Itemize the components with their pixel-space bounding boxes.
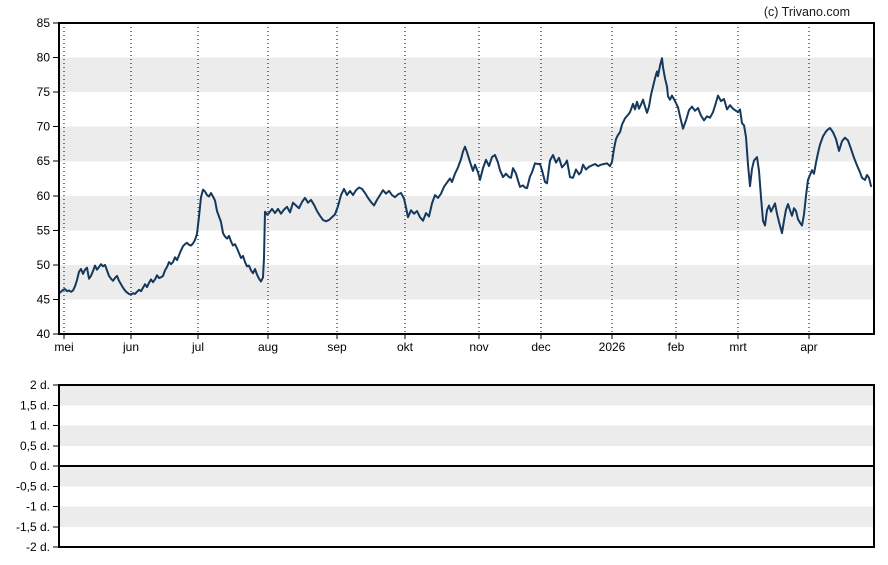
x-tick-label: nov	[469, 340, 488, 354]
y-tick-label: 60	[37, 189, 51, 203]
x-tick-label: 2026	[599, 340, 626, 354]
price-chart: mei jun jul aug sep okt nov dec 2026 feb mrt apr 85 8…	[37, 16, 875, 354]
plot-border	[58, 384, 875, 548]
y-tick-label: 2 d.	[30, 378, 50, 392]
x-tick-label: apr	[800, 340, 817, 354]
gray-band	[59, 264, 874, 300]
x-tick-label: dec	[531, 340, 550, 354]
dividend-chart: 2 d. 1,5 d. 1 d. 0,5 d. 0 d. -0,5 d. -1 d. -1,5…	[16, 378, 875, 554]
y-tick-label: 1,5 d.	[20, 398, 50, 412]
y-tick-label: -1 d.	[26, 500, 50, 514]
y-tick-label: -2 d.	[26, 540, 50, 554]
y-tick-label: 1 d.	[30, 419, 50, 433]
y-tick-label: -0,5 d.	[16, 479, 50, 493]
gray-band	[59, 57, 874, 93]
x-tick-label: mrt	[729, 340, 747, 354]
y-tick-label: 40	[37, 327, 51, 341]
gray-band	[59, 126, 874, 162]
x-tick-label: jun	[122, 340, 139, 354]
x-tick-label: sep	[327, 340, 347, 354]
gray-band	[59, 506, 874, 527]
x-tick-label: aug	[258, 340, 278, 354]
gray-band	[59, 425, 874, 446]
plot-border	[58, 22, 875, 335]
y-tick-label: 75	[37, 85, 51, 99]
gray-band	[59, 466, 874, 487]
y-tick-label: 0 d.	[30, 459, 50, 473]
x-tick-label: feb	[668, 340, 685, 354]
y-tick-label: -1,5 d.	[16, 520, 50, 534]
y-tick-label: 70	[37, 120, 51, 134]
gray-band	[59, 385, 874, 406]
copyright-label: (c) Trivano.com	[764, 5, 850, 19]
x-tick-label: mei	[54, 340, 73, 354]
y-tick-label: 65	[37, 154, 51, 168]
price-line	[58, 57, 872, 296]
x-tick-label: jul	[191, 340, 204, 354]
y-tick-label: 55	[37, 223, 51, 237]
x-tick-label: okt	[397, 340, 414, 354]
y-tick-label: 80	[37, 51, 51, 65]
y-tick-label: 50	[37, 258, 51, 272]
gray-band	[59, 195, 874, 231]
y-tick-label: 85	[37, 16, 51, 30]
y-tick-label: 0,5 d.	[20, 439, 50, 453]
y-tick-label: 45	[37, 292, 51, 306]
